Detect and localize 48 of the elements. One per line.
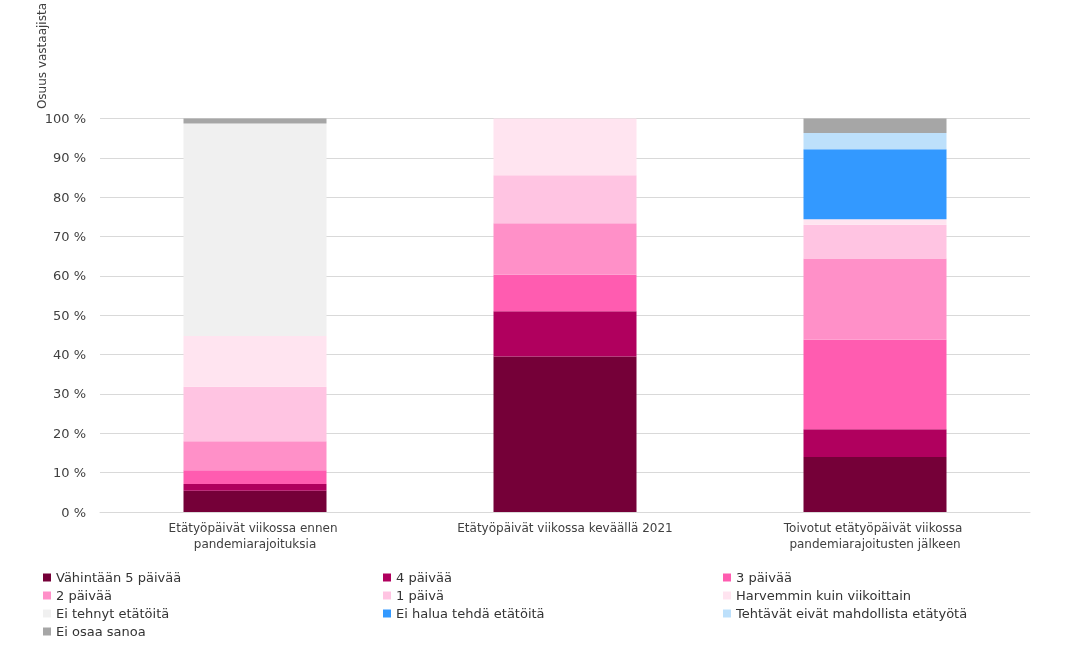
bar — [803, 219, 947, 225]
bar — [803, 149, 947, 220]
legend-label: Ei halua tehdä etätöitä — [396, 606, 545, 621]
bar — [183, 484, 327, 491]
y-tick-label: 60 % — [52, 268, 86, 284]
bar — [493, 223, 637, 275]
y-tick-label: 30 % — [52, 386, 86, 402]
bar — [803, 339, 947, 430]
legend-label: Ei osaa sanoa — [56, 624, 146, 639]
y-tick-label: 100 % — [44, 110, 86, 126]
legend-label: 1 päivä — [396, 588, 444, 603]
y-tick-label: 50 % — [52, 307, 86, 323]
legend-label: 4 päivää — [396, 570, 452, 585]
y-tick-label: 90 % — [52, 150, 86, 166]
bar — [803, 224, 947, 259]
bar — [803, 429, 947, 457]
bar — [183, 441, 327, 471]
y-tick-label: 40 % — [52, 347, 86, 363]
y-tick-label: 10 % — [52, 465, 86, 481]
y-tick-label: 70 % — [52, 229, 86, 245]
y-tick-label: 0 % — [61, 504, 86, 520]
bar — [493, 118, 637, 176]
bar — [183, 386, 327, 442]
y-tick-label: 80 % — [52, 189, 86, 205]
bar — [493, 175, 637, 224]
bar — [183, 490, 327, 512]
bar — [493, 274, 637, 312]
legend-label: 2 päivää — [56, 588, 112, 603]
legend-label: 3 päivää — [736, 570, 792, 585]
x-tick-label: Etätyöpäivät viikossa keväällä 2021 — [457, 521, 673, 535]
bar — [803, 456, 947, 512]
x-tick-label: Etätyöpäivät viikossa ennen pandemiarajoituksia — [168, 521, 342, 551]
y-tick-label: 20 % — [52, 425, 86, 441]
bar — [493, 311, 637, 357]
x-tick-label: Toivotut etätyöpäivät viikossa pandemiarajoitusten jälkeen — [782, 521, 967, 551]
bar — [183, 470, 327, 485]
bar — [803, 118, 947, 134]
bar — [183, 336, 327, 387]
bar — [803, 258, 947, 340]
bar — [183, 118, 327, 124]
bar — [803, 133, 947, 150]
bar — [183, 123, 327, 337]
legend-label: Harvemmin kuin viikoittain — [736, 588, 911, 603]
legend-label: Vähintään 5 päivää — [56, 570, 182, 585]
y-axis-title: Osuus vastaajista — [35, 3, 49, 110]
legend-label: Ei tehnyt etätöitä — [56, 606, 170, 621]
legend-label: Tehtävät eivät mahdollista etätyötä — [735, 606, 968, 621]
bar — [493, 356, 637, 512]
